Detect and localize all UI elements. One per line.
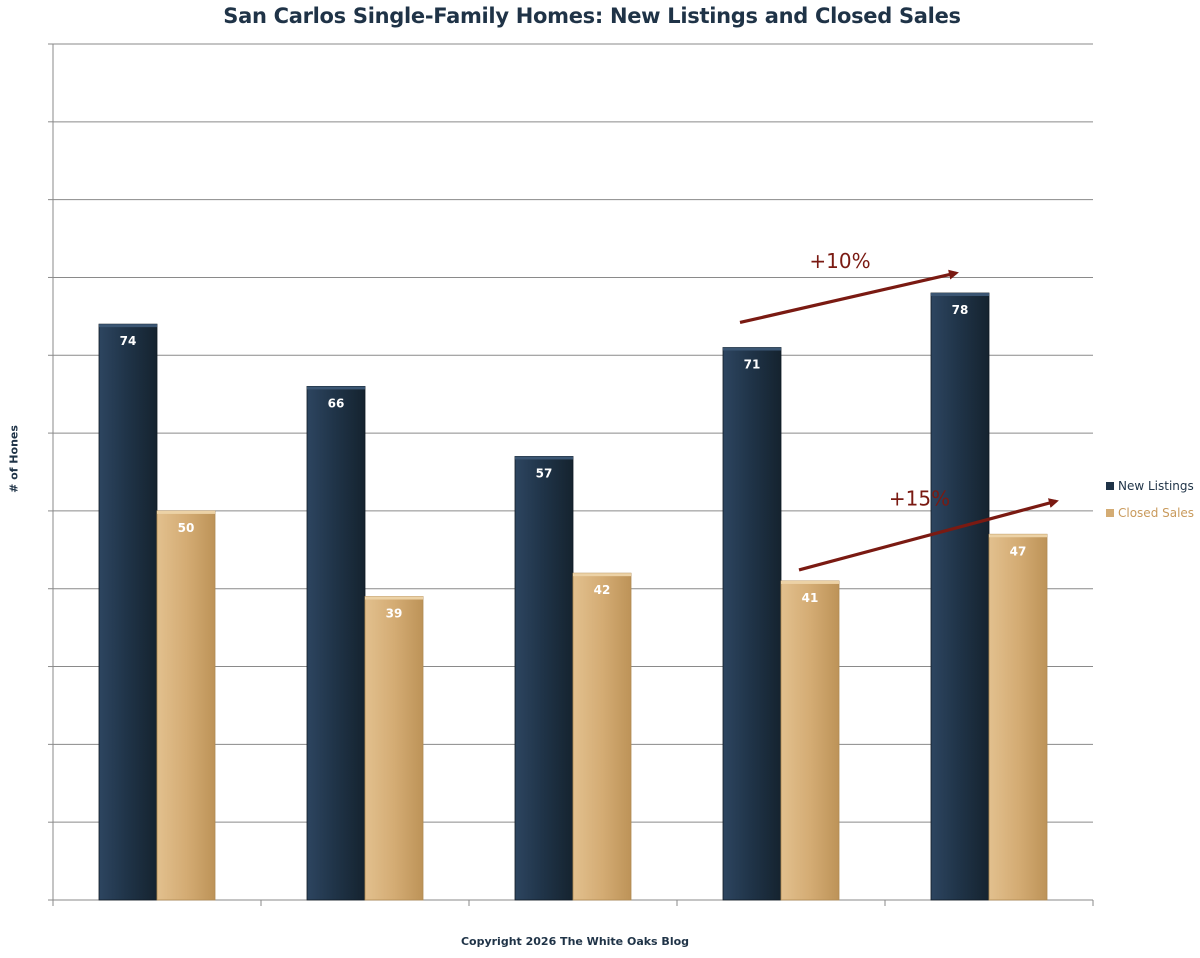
bar-new-listings: [306, 385, 366, 901]
legend-item-closed-sales: Closed Sales: [1106, 499, 1194, 526]
bar-new-listings: [930, 292, 990, 901]
legend-label-closed-sales: Closed Sales: [1118, 505, 1195, 520]
bar-top-highlight: [989, 534, 1047, 538]
bar-closed-sales: [156, 510, 216, 901]
data-label: 41: [802, 591, 819, 605]
bar-closed-sales: [988, 533, 1048, 901]
annotation-arrow: [739, 269, 959, 325]
bar-top-highlight: [723, 347, 781, 351]
data-label: 78: [952, 303, 969, 317]
bar-top-highlight: [307, 386, 365, 390]
chart-title: San Carlos Single-Family Homes: New List…: [223, 4, 961, 28]
bar-top-highlight: [781, 580, 839, 584]
data-label: 42: [594, 583, 611, 597]
legend-swatch-new-listings: [1106, 481, 1114, 490]
bar-closed-sales: [780, 580, 840, 901]
data-labels: 74 66 57 71 78 50 39 42 41 47: [120, 303, 1027, 620]
bar-top-highlight: [515, 456, 573, 460]
data-label: 39: [386, 607, 403, 621]
data-label: 57: [536, 466, 553, 480]
bar-new-listings: [98, 323, 158, 901]
bar-closed-sales: [572, 572, 632, 901]
bar-top-highlight: [573, 573, 631, 577]
annotation-label: +10%: [809, 249, 870, 273]
bar-top-highlight: [931, 293, 989, 297]
bar-top-highlight: [99, 324, 157, 328]
bar-new-listings: [514, 456, 574, 901]
bar-top-highlight: [157, 510, 215, 514]
data-label: 71: [744, 357, 761, 371]
bar-closed-sales: [364, 596, 424, 901]
legend-swatch-closed-sales: [1106, 508, 1114, 517]
data-label: 74: [120, 334, 137, 348]
legend: New Listings Closed Sales: [1106, 472, 1194, 526]
annotation-arrow: [798, 498, 1059, 572]
annotations: +10% +15%: [739, 249, 1059, 572]
bar-new-listings: [722, 347, 782, 901]
annotation-label: +15%: [889, 487, 950, 511]
bars: [98, 292, 1048, 901]
copyright-notice: Copyright 2026 The White Oaks Blog: [460, 935, 690, 948]
data-label: 47: [1010, 544, 1027, 558]
data-label: 50: [178, 521, 195, 535]
legend-item-new-listings: New Listings: [1106, 472, 1194, 499]
y-axis-label: # of Hones: [7, 425, 21, 493]
bar-top-highlight: [365, 596, 423, 600]
legend-label-new-listings: New Listings: [1118, 478, 1194, 493]
data-label: 66: [328, 396, 345, 410]
